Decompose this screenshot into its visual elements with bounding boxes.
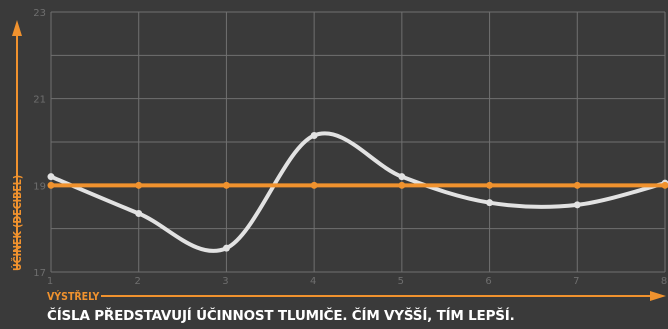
grid	[50, 11, 666, 273]
data-point	[222, 181, 230, 189]
y-axis-label: ÚČINEK (DECIBEL)	[11, 175, 24, 271]
x-tick-label: 4	[310, 276, 316, 287]
y-tick-label: 23	[33, 8, 46, 19]
data-point	[310, 132, 318, 139]
series-line-1	[49, 131, 667, 253]
y-axis-arrowhead	[12, 20, 22, 36]
data-point	[486, 199, 494, 207]
data-point	[47, 173, 55, 181]
chart-caption: ČÍSLA PŘEDSTAVUJÍ ÚČINNOST TLUMIČE. ČÍM …	[47, 308, 515, 324]
x-tick-label: 3	[222, 276, 228, 287]
x-tick-label: 1	[47, 276, 53, 287]
x-tick-label: 6	[485, 276, 491, 287]
x-tick-label: 7	[573, 276, 579, 287]
y-tick-label: 19	[33, 181, 46, 192]
axes: VÝSTŘELY ÚČINEK (DECIBEL)	[11, 20, 666, 303]
x-tick-label: 2	[135, 276, 141, 287]
data-point	[398, 173, 406, 181]
data-point	[135, 181, 143, 189]
y-tick-label: 17	[33, 268, 46, 279]
data-point	[310, 181, 318, 189]
data-point	[47, 181, 55, 189]
data-point	[573, 201, 581, 209]
x-tick-label: 5	[398, 276, 404, 287]
series	[47, 131, 668, 253]
x-axis-arrowhead	[650, 291, 666, 301]
data-point	[222, 244, 230, 252]
y-tick-label: 21	[33, 95, 46, 106]
x-axis-label: VÝSTŘELY	[47, 290, 100, 303]
data-point	[486, 181, 494, 189]
x-tick-label: 8	[661, 276, 667, 287]
data-point	[661, 181, 668, 189]
data-point	[135, 210, 143, 217]
data-point	[573, 181, 581, 189]
data-point	[398, 181, 406, 189]
